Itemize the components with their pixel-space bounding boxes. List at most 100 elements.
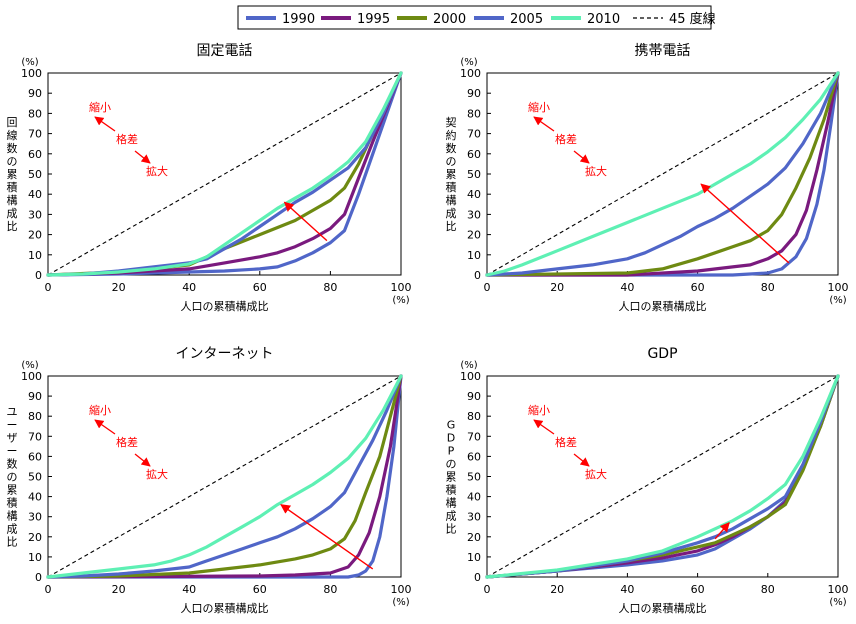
legend-item: 2000 xyxy=(397,12,466,27)
x-tick-label: 0 xyxy=(45,281,52,294)
legend-item: 2010 xyxy=(551,12,620,27)
y-tick-label: 100 xyxy=(21,67,42,80)
legend-item: 1995 xyxy=(321,12,390,27)
y-tick-label: 20 xyxy=(467,531,481,544)
y-tick-label: 0 xyxy=(35,269,42,282)
x-unit-label: (%) xyxy=(829,597,846,608)
annotation-arrow-up xyxy=(94,419,116,435)
y-tick-label: 50 xyxy=(467,168,481,181)
series-line xyxy=(46,374,403,579)
trend-arrow xyxy=(714,521,730,540)
legend-label: 2005 xyxy=(510,12,543,27)
annotation-arrow-down xyxy=(134,150,151,164)
x-axis-title: 人口の累積構成比 xyxy=(181,299,269,313)
annotation-arrow-up xyxy=(533,116,555,132)
x-tick-label: 80 xyxy=(323,583,337,596)
series-line xyxy=(46,374,403,579)
annotation-shrink: 縮小 xyxy=(89,403,111,417)
y-tick-label: 90 xyxy=(467,87,481,100)
y-tick-label: 90 xyxy=(467,390,481,403)
diagonal-45-line xyxy=(47,72,402,276)
chart-title: 携帯電話 xyxy=(635,42,691,59)
y-tick-label: 50 xyxy=(28,168,42,181)
y-tick-label: 40 xyxy=(28,188,42,201)
y-tick-label: 100 xyxy=(460,370,481,383)
y-unit-label: (%) xyxy=(21,57,38,68)
legend-item: 45 度線 xyxy=(633,11,716,27)
y-tick-label: 60 xyxy=(467,148,481,161)
x-tick-label: 80 xyxy=(761,281,775,294)
x-tick-label: 60 xyxy=(691,583,705,596)
y-tick-label: 60 xyxy=(467,450,481,463)
y-tick-label: 100 xyxy=(21,370,42,383)
x-tick-label: 0 xyxy=(484,281,491,294)
annotation-gap: 格差 xyxy=(555,132,577,146)
y-tick-label: 80 xyxy=(28,410,42,423)
trend-arrow xyxy=(700,183,790,264)
trend-arrow xyxy=(280,504,374,570)
annotation-gap: 格差 xyxy=(116,435,138,449)
y-tick-label: 10 xyxy=(467,551,481,564)
y-tick-label: 0 xyxy=(474,571,481,584)
diagonal-45-line xyxy=(47,375,402,578)
x-tick-label: 80 xyxy=(761,583,775,596)
y-tick-label: 70 xyxy=(467,128,481,141)
y-tick-label: 20 xyxy=(28,229,42,242)
series-line xyxy=(46,71,403,277)
y-tick-label: 80 xyxy=(467,107,481,120)
x-tick-label: 100 xyxy=(828,281,849,294)
legend: 1990 1995 2000 2005 2010 45 度線 xyxy=(237,5,716,30)
y-tick-label: 70 xyxy=(28,128,42,141)
y-tick-label: 70 xyxy=(28,430,42,443)
series-line xyxy=(46,71,403,277)
legend-label: 45 度線 xyxy=(669,11,716,27)
x-tick-label: 40 xyxy=(182,281,196,294)
y-tick-label: 60 xyxy=(28,450,42,463)
x-axis-title: 人口の累積構成比 xyxy=(181,601,269,615)
series-line xyxy=(485,71,840,277)
x-tick-label: 40 xyxy=(620,583,634,596)
x-tick-label: 100 xyxy=(828,583,849,596)
chart-title: インターネット xyxy=(176,346,274,362)
x-unit-label: (%) xyxy=(392,295,409,306)
y-tick-label: 70 xyxy=(467,430,481,443)
series-line xyxy=(46,71,403,277)
series-line xyxy=(485,71,840,277)
legend-item: 1990 xyxy=(246,12,315,27)
x-tick-label: 60 xyxy=(253,583,267,596)
x-tick-label: 60 xyxy=(691,281,705,294)
annotation-shrink: 縮小 xyxy=(528,100,550,114)
y-tick-label: 50 xyxy=(28,471,42,484)
trend-arrow xyxy=(283,201,328,242)
series-line xyxy=(46,374,403,579)
x-tick-label: 40 xyxy=(620,281,634,294)
x-tick-label: 40 xyxy=(182,583,196,596)
y-axis-title: G D P の累積構成比 xyxy=(446,419,457,536)
y-tick-label: 20 xyxy=(467,229,481,242)
chart-title: 固定電話 xyxy=(197,42,253,59)
annotation-gap: 格差 xyxy=(555,435,577,449)
y-tick-label: 100 xyxy=(460,67,481,80)
y-tick-label: 10 xyxy=(28,551,42,564)
annotation-arrow-down xyxy=(573,150,590,164)
legend-label: 1990 xyxy=(282,12,315,27)
y-tick-label: 30 xyxy=(467,511,481,524)
y-tick-label: 90 xyxy=(28,87,42,100)
y-tick-label: 30 xyxy=(467,208,481,221)
y-tick-label: 80 xyxy=(467,410,481,423)
y-tick-label: 0 xyxy=(474,269,481,282)
x-tick-label: 80 xyxy=(323,281,337,294)
x-tick-label: 0 xyxy=(45,583,52,596)
x-tick-label: 100 xyxy=(391,281,412,294)
y-axis-title: ユーザー数の累積構成比 xyxy=(7,406,18,549)
series-line xyxy=(485,374,840,579)
y-tick-label: 40 xyxy=(28,491,42,504)
annotation-expand: 拡大 xyxy=(146,164,168,178)
series-line xyxy=(485,71,840,277)
annotation-shrink: 縮小 xyxy=(89,100,111,114)
